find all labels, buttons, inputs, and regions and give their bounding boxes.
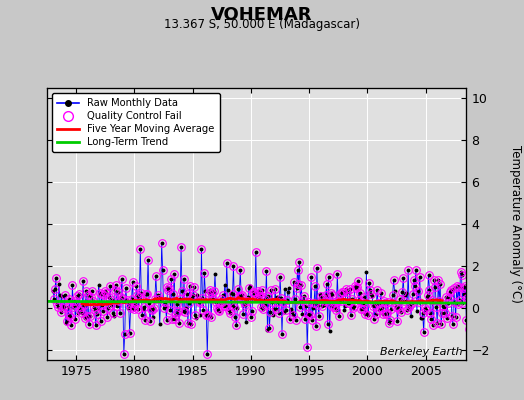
Y-axis label: Temperature Anomaly (°C): Temperature Anomaly (°C) xyxy=(509,145,522,303)
Text: 13.367 S, 50.000 E (Madagascar): 13.367 S, 50.000 E (Madagascar) xyxy=(164,18,360,31)
Text: Berkeley Earth: Berkeley Earth xyxy=(380,347,462,357)
Text: VOHEMAR: VOHEMAR xyxy=(211,6,313,24)
Legend: Raw Monthly Data, Quality Control Fail, Five Year Moving Average, Long-Term Tren: Raw Monthly Data, Quality Control Fail, … xyxy=(52,93,220,152)
